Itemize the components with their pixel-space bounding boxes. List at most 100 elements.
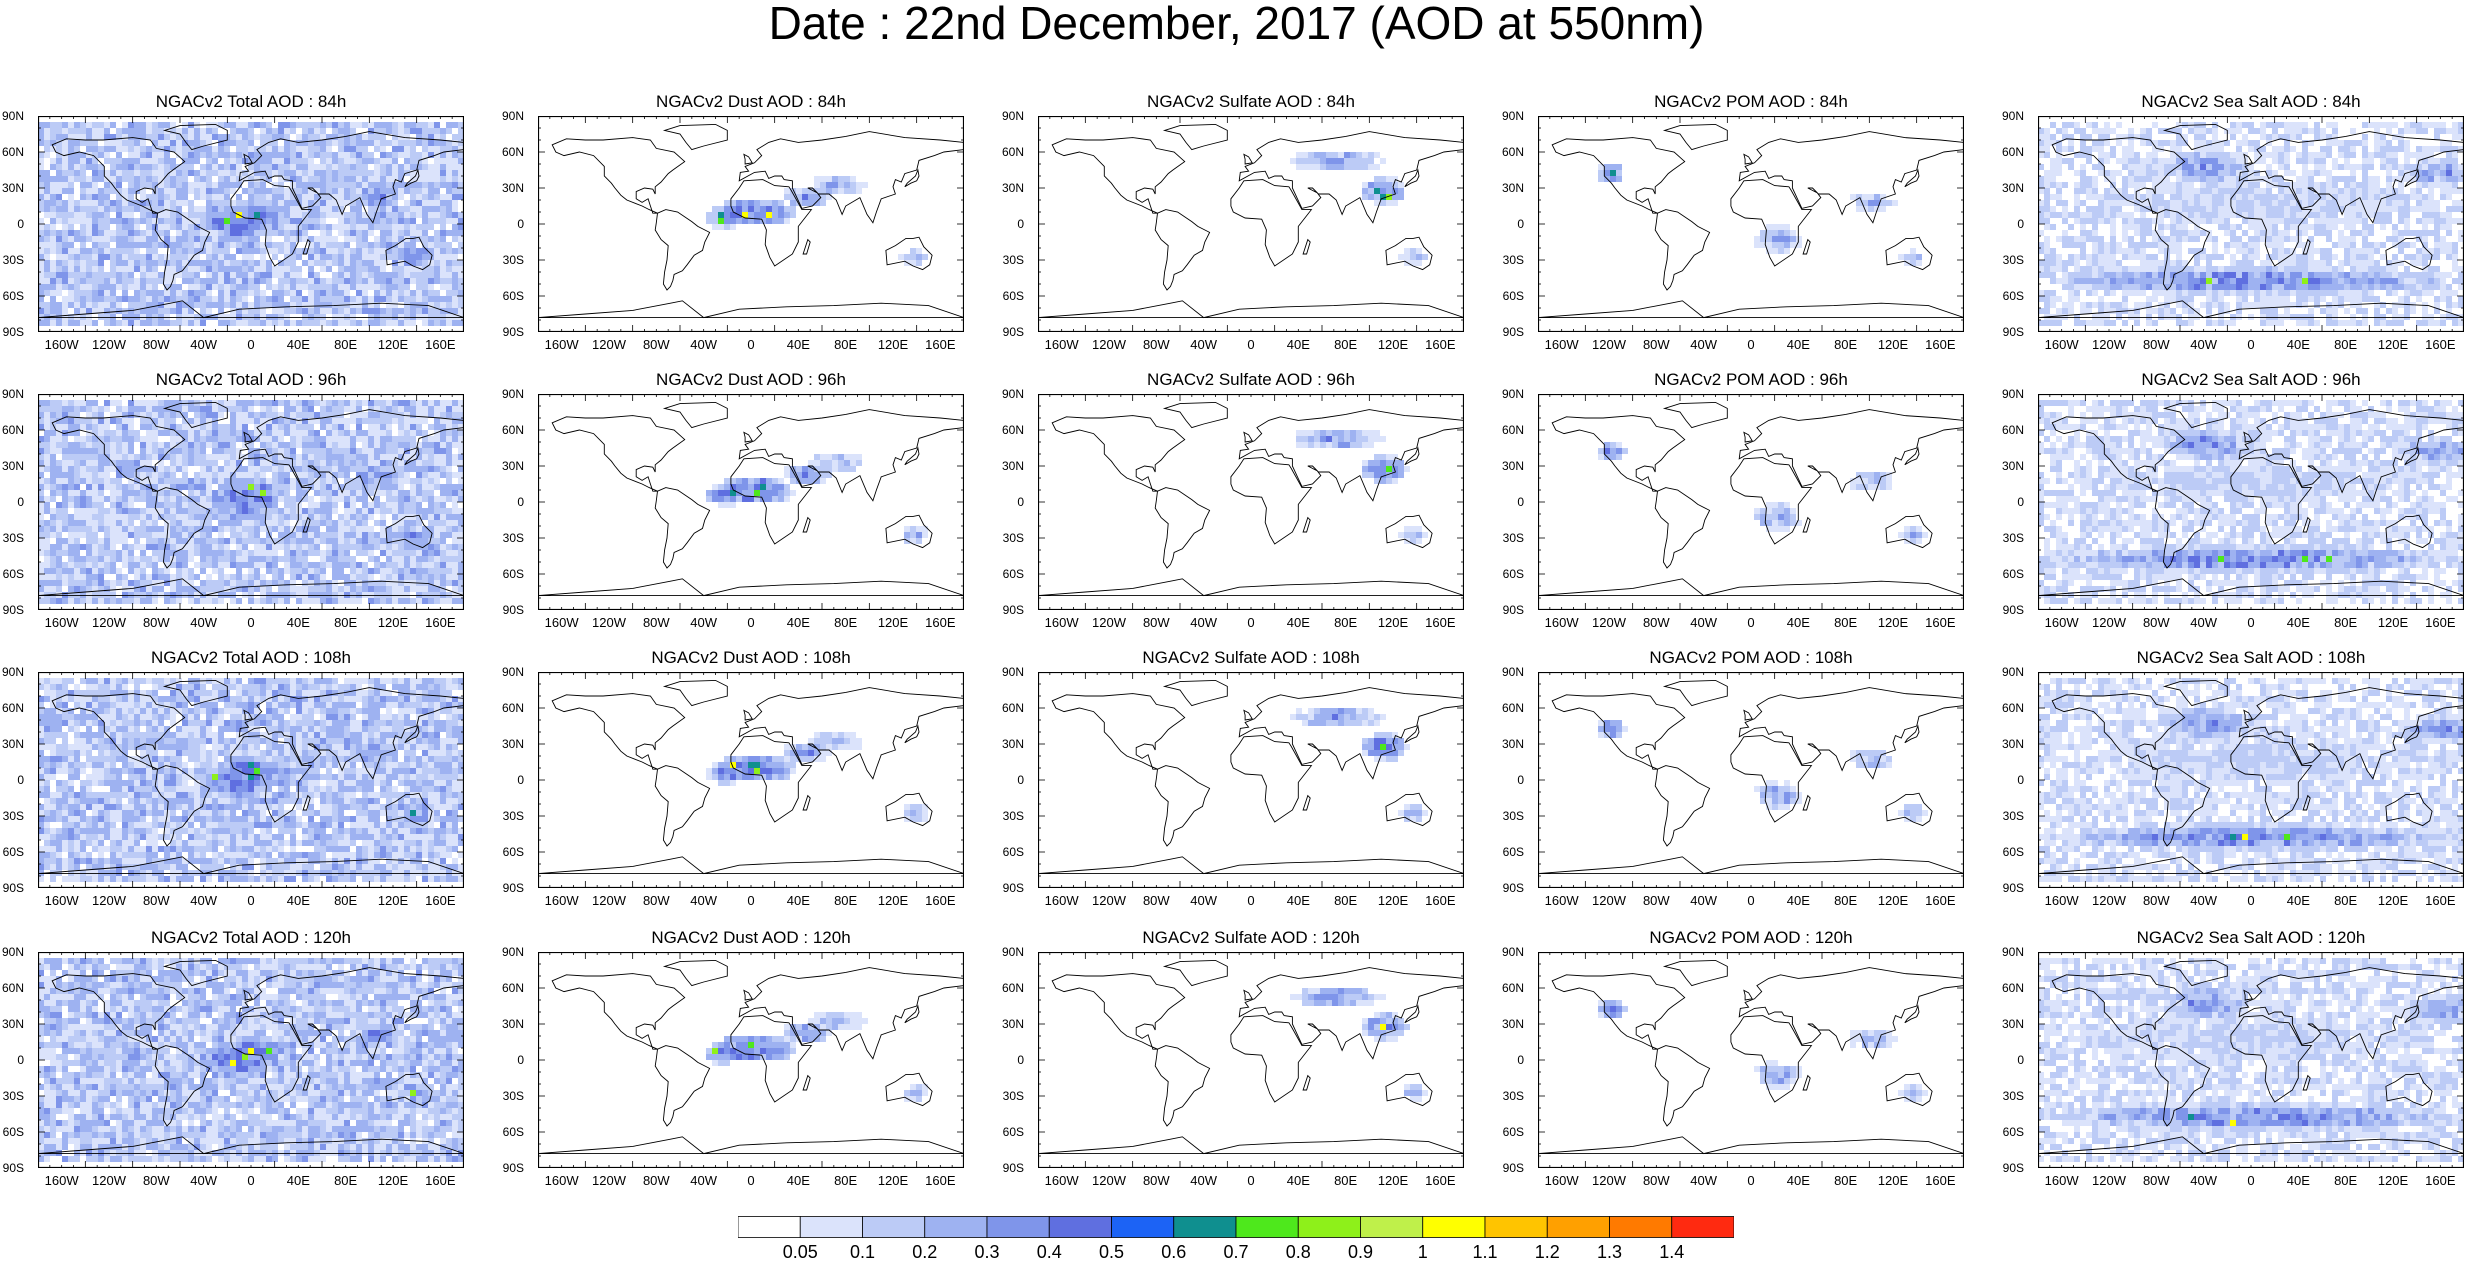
x-tick-label: 0 [226,894,276,907]
x-tick-label: 0 [1226,894,1276,907]
panel-title: NGACv2 Sea Salt AOD : 96h [2038,370,2464,390]
world-map [538,672,964,888]
x-tick-label: 120E [1368,338,1418,351]
coastline-south-america [1155,766,1209,846]
world-map [1038,952,1464,1168]
y-tick-label: 0 [1998,496,2024,508]
x-tick-label: 160W [537,1174,587,1187]
x-tick-label: 160E [915,1174,965,1187]
coastline-uk [1244,154,1252,164]
y-tick-label: 60S [0,290,24,302]
x-tick-label: 40E [773,616,823,629]
y-tick-label: 30N [1998,460,2024,472]
y-tick-label: 60N [1998,702,2024,714]
x-tick-label: 160E [915,894,965,907]
x-tick-label: 0 [226,1174,276,1187]
x-tick-label: 80E [821,894,871,907]
colorbar-swatch [1672,1217,1734,1238]
x-tick-label: 0 [726,1174,776,1187]
coastline-uk [744,154,752,164]
x-tick-label: 120E [368,894,418,907]
colorbar-label: 1.2 [1527,1243,1567,1261]
x-tick-label: 120E [368,338,418,351]
x-tick-label: 120W [84,338,134,351]
y-tick-label: 90N [1498,946,1524,958]
y-tick-label: 90S [1998,604,2024,616]
x-tick-label: 120E [368,1174,418,1187]
x-tick-label: 40E [273,1174,323,1187]
colorbar-label: 1 [1403,1243,1443,1261]
panel-title: NGACv2 Sea Salt AOD : 108h [2038,648,2464,668]
y-tick-label: 90S [998,1162,1024,1174]
x-tick-label: 80E [1821,1174,1871,1187]
x-tick-label: 160E [2415,338,2465,351]
panel-title: NGACv2 POM AOD : 84h [1538,92,1964,112]
panel-title: NGACv2 Total AOD : 96h [38,370,464,390]
panel-title: NGACv2 Dust AOD : 108h [538,648,964,668]
x-tick-label: 120W [584,894,634,907]
coastline-eurasia [1739,132,1964,223]
aod-field [706,1012,928,1102]
x-tick-label: 40W [1179,894,1229,907]
aod-field [2038,958,2464,1162]
x-tick-label: 120E [1368,616,1418,629]
world-map [1538,952,1964,1168]
y-tick-label: 90S [1498,326,1524,338]
x-tick-label: 80W [2131,338,2181,351]
x-tick-label: 120W [84,894,134,907]
aod-field [2038,122,2464,326]
x-tick-label: 80E [821,338,871,351]
x-tick-label: 0 [726,338,776,351]
y-tick-label: 60S [1998,568,2024,580]
coastline-uk [744,710,752,720]
coastline-madagascar [1803,518,1810,532]
y-tick-label: 0 [0,774,24,786]
x-tick-label: 160E [1915,616,1965,629]
x-tick-label: 80W [2131,1174,2181,1187]
y-tick-label: 30N [498,738,524,750]
colorbar-swatch [1423,1217,1485,1238]
colorbar-swatch [800,1217,862,1238]
y-tick-label: 30S [1498,810,1524,822]
y-tick-label: 60N [498,424,524,436]
coastline-uk [1744,990,1752,1000]
x-tick-label: 80W [131,338,181,351]
y-tick-label: 90S [498,1162,524,1174]
x-tick-label: 160E [1415,894,1465,907]
x-tick-label: 120E [2368,338,2418,351]
world-map [38,672,464,888]
y-tick-label: 0 [998,496,1024,508]
y-tick-label: 90N [0,388,24,400]
coastline-uk [1244,432,1252,442]
coastline-south-america [1655,1046,1709,1126]
x-tick-label: 0 [1726,338,1776,351]
colorbar-swatch [1236,1217,1298,1238]
x-tick-label: 80W [631,894,681,907]
x-tick-label: 80W [1131,894,1181,907]
colorbar-swatch [1485,1217,1547,1238]
panel-title: NGACv2 Dust AOD : 120h [538,928,964,948]
aod-field [706,176,928,266]
y-tick-label: 60N [1998,146,2024,158]
x-tick-label: 80E [1821,338,1871,351]
y-tick-label: 90N [998,666,1024,678]
y-tick-label: 60N [998,702,1024,714]
aod-field [38,958,464,1162]
y-tick-label: 60N [1998,982,2024,994]
coastline-greenland [1665,680,1728,705]
y-tick-label: 30N [1498,460,1524,472]
x-tick-label: 160W [1037,1174,1087,1187]
x-tick-label: 0 [2226,616,2276,629]
x-tick-label: 160E [1415,616,1465,629]
map-frame [1039,953,1464,1168]
y-tick-label: 0 [1498,774,1524,786]
world-map [1038,672,1464,888]
y-tick-label: 0 [998,218,1024,230]
y-tick-label: 90N [1998,388,2024,400]
x-tick-label: 120W [1084,338,1134,351]
